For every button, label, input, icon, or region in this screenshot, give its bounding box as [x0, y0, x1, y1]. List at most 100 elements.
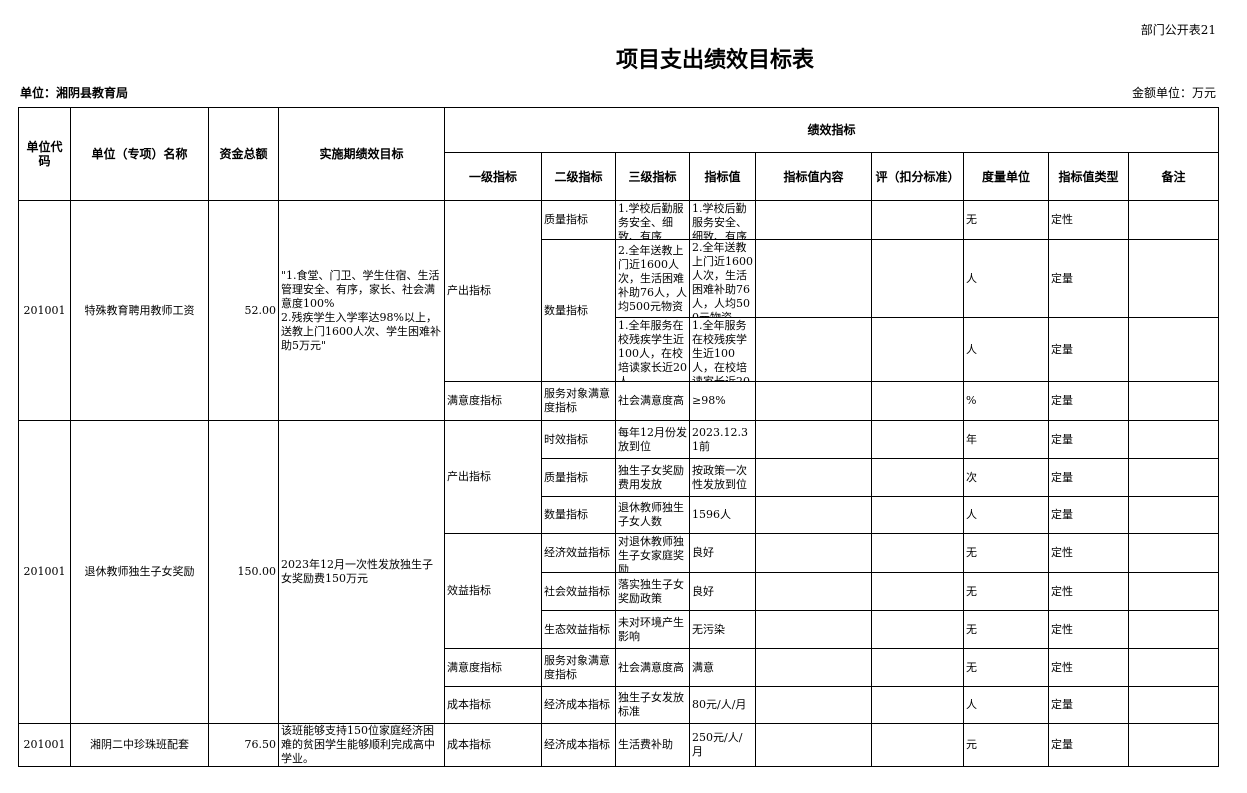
level2-indicator-cell: 经济成本指标 — [541, 723, 616, 767]
level3-indicator-cell-text: 退休教师独生子女人数 — [618, 501, 684, 528]
measure-unit-cell: 无 — [963, 610, 1049, 649]
note-cell — [1128, 381, 1219, 421]
level3-indicator-cell-text: 2.全年送教上门近1600人次，生活困难补助76人，人均500元物资 — [618, 243, 687, 313]
measure-unit-cell: 无 — [963, 533, 1049, 573]
measure-unit-cell: 人 — [963, 496, 1049, 534]
score-standard-cell — [871, 572, 964, 611]
table-row: 1.全年服务在校残疾学生近100人，在校培读家长近20人1.全年服务在校残疾学生… — [19, 317, 1219, 382]
col-header-code: 单位代码 — [18, 107, 71, 201]
level3-indicator-cell-text: 社会满意度高 — [618, 394, 684, 407]
note-cell — [1128, 686, 1219, 724]
unit-code-cell: 201001 — [18, 200, 71, 421]
table-row: 201001 特殊教育聘用教师工资 52.00 "1.食堂、门卫、学生住宿、生活管理安… — [18, 200, 1219, 421]
level3-indicator-cell-text: 社会满意度高 — [618, 660, 684, 674]
indicator-value-cell: 无污染 — [689, 610, 756, 649]
level3-indicator-cell: 对退休教师独生子女家庭奖励 — [615, 533, 690, 573]
level2-indicator-cell: 服务对象满意度指标 — [541, 648, 616, 687]
indicator-value-cell-text: 250元/人/月 — [692, 731, 743, 758]
score-standard-cell — [871, 381, 964, 421]
value-type-cell: 定性 — [1048, 200, 1129, 240]
level3-indicator-cell: 社会满意度高 — [615, 381, 690, 421]
level3-indicator-cell: 独生子女奖励费用发放 — [615, 458, 690, 497]
level3-indicator-cell-text: 1.全年服务在校残疾学生近100人，在校培读家长近20人 — [618, 318, 687, 381]
value-type-cell: 定量 — [1048, 458, 1129, 497]
measure-unit-cell: 人 — [963, 686, 1049, 724]
score-standard-cell — [871, 420, 964, 459]
level1-indicator-cell: 成本指标 — [444, 686, 542, 724]
organization-label: 单位：湘阴县教育局 — [20, 86, 129, 100]
value-type-cell: 定量 — [1048, 420, 1129, 459]
indicator-value-cell: 250元/人/月 — [689, 723, 756, 767]
value-type-cell: 定量 — [1048, 381, 1129, 421]
indicator-value-cell: 80元/人/月 — [689, 686, 756, 724]
table-row: 成本指标 经济成本指标 独生子女发放标准 80元/人/月 人定量 — [19, 686, 1219, 724]
col-header-unit: 度量单位 — [963, 152, 1049, 201]
indicator-content-cell — [755, 496, 872, 534]
indicator-value-cell: 良好 — [689, 533, 756, 573]
measure-unit-cell: 元 — [963, 723, 1049, 767]
note-cell — [1128, 420, 1219, 459]
level3-indicator-cell-text: 未对环境产生影响 — [618, 615, 684, 643]
project-name-cell: 退休教师独生子女奖励 — [70, 420, 209, 724]
level3-indicator-cell: 生活费补助 — [615, 723, 690, 767]
level1-indicator-cell: 产出指标 — [444, 420, 542, 534]
table-row: 效益指标 经济效益指标 对退休教师独生子女家庭奖励 良好无定性 — [19, 533, 1219, 649]
table-row: 满意度指标 服务对象满意度指标 社会满意度高 ≥98%% 定量 — [19, 381, 1219, 421]
level2-indicator-cell: 时效指标 — [541, 420, 616, 459]
level3-indicator-cell-text: 落实独生子女奖励政策 — [618, 577, 684, 605]
level3-indicator-cell-text: 生活费补助 — [618, 738, 673, 751]
col-header-score: 评（扣分标准） — [871, 152, 964, 201]
indicator-value-cell-text: 满意 — [692, 660, 714, 674]
col-header-level2: 二级指标 — [541, 152, 616, 201]
score-standard-cell — [871, 723, 964, 767]
amount-cell: 52.00 — [208, 200, 279, 421]
unit-code-cell: 201001 — [18, 420, 71, 724]
level2-indicator-cell: 质量指标 — [541, 458, 616, 497]
level3-indicator-cell: 2.全年送教上门近1600人次，生活困难补助76人，人均500元物资 — [615, 239, 690, 318]
value-type-cell: 定量 — [1048, 239, 1129, 318]
level2-indicator-cell: 数量指标 — [541, 239, 616, 382]
performance-target-table: 单位代码 单位（专项）名称 资金总额 实施期绩效目标 绩效指标 一级指标 二级指… — [18, 107, 1219, 767]
level2-indicator-cell: 社会效益指标 — [541, 572, 616, 611]
amount-cell: 76.50 — [208, 723, 279, 767]
value-type-cell: 定量 — [1048, 317, 1129, 382]
level1-indicator-cell: 满意度指标 — [444, 381, 542, 421]
col-header-content: 指标值内容 — [755, 152, 872, 201]
level1-indicator-cell: 产出指标 — [444, 200, 542, 382]
col-header-name: 单位（专项）名称 — [70, 107, 209, 201]
indicator-value-cell: 1.学校后勤服务安全、细致、有序 — [689, 200, 756, 240]
indicator-content-cell — [755, 648, 872, 687]
indicator-value-cell: 1596人 — [689, 496, 756, 534]
level3-indicator-cell-text: 独生子女奖励费用发放 — [618, 463, 684, 491]
amount-cell: 150.00 — [208, 420, 279, 724]
indicator-value-cell-text: 2.全年送教上门近1600人次，生活困难补助76人，人均500元物资 — [692, 240, 753, 317]
indicator-value-cell-text: 良好 — [692, 546, 714, 559]
indicator-content-cell — [755, 381, 872, 421]
indicator-content-cell — [755, 686, 872, 724]
value-type-cell: 定性 — [1048, 533, 1129, 573]
col-header-amount: 资金总额 — [208, 107, 279, 201]
level3-indicator-cell: 1.学校后勤服务安全、细致、有序 — [615, 200, 690, 240]
table-row: 201001 退休教师独生子女奖励 150.00 2023年12月一次性发放独生子女奖… — [18, 420, 1219, 724]
amount-unit-label: 金额单位：万元 — [1131, 86, 1216, 100]
indicator-value-cell-text: 良好 — [692, 584, 714, 598]
col-header-note: 备注 — [1128, 152, 1219, 201]
indicator-value-cell: 按政策一次性发放到位 — [689, 458, 756, 497]
value-type-cell: 定量 — [1048, 686, 1129, 724]
goal-cell: 2023年12月一次性发放独生子女奖励费150万元 — [278, 420, 445, 724]
measure-unit-cell: % — [963, 381, 1049, 421]
page-title: 项目支出绩效目标表 — [615, 48, 814, 73]
level3-indicator-cell-text: 每年12月份发放到位 — [618, 425, 687, 453]
level2-indicator-cell: 质量指标 — [541, 200, 616, 240]
indicator-content-cell — [755, 533, 872, 573]
form-number: 部门公开表21 — [1140, 23, 1216, 37]
score-standard-cell — [871, 317, 964, 382]
measure-unit-cell: 无 — [963, 572, 1049, 611]
indicator-content-cell — [755, 239, 872, 318]
goal-cell: 该班能够支持150位家庭经济困难的贫困学生能够顺利完成高中学业。 — [278, 723, 445, 767]
value-type-cell: 定性 — [1048, 610, 1129, 649]
table-row: 社会效益指标 落实独生子女奖励政策 良好 无定性 — [19, 572, 1219, 611]
measure-unit-cell: 次 — [963, 458, 1049, 497]
note-cell — [1128, 200, 1219, 240]
indicator-value-cell-text: 2023.12.31前 — [692, 425, 748, 453]
